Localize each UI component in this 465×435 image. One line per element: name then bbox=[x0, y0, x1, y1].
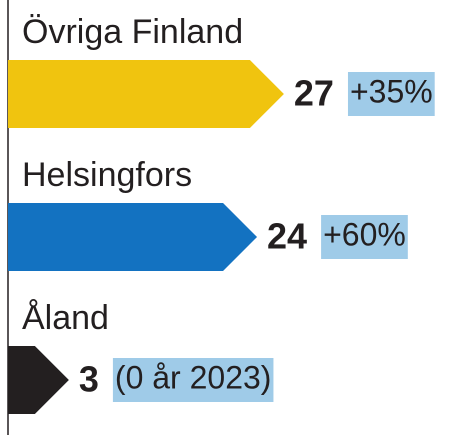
value-label: 24 bbox=[267, 216, 307, 257]
annotation: +35% bbox=[350, 73, 433, 109]
value-label: 27 bbox=[294, 73, 334, 114]
category-label: Åland bbox=[22, 299, 109, 337]
category-label: Övriga Finland bbox=[22, 13, 243, 51]
annotation-bg bbox=[321, 215, 408, 259]
annotation-bg bbox=[347, 72, 435, 116]
annotation-bg bbox=[112, 358, 274, 402]
annotation: +60% bbox=[323, 216, 406, 252]
value-label: 3 bbox=[79, 359, 99, 400]
category-label: Helsingfors bbox=[22, 156, 192, 194]
bar bbox=[8, 60, 284, 128]
bar bbox=[8, 203, 258, 271]
bar bbox=[8, 346, 69, 414]
annotation: (0 år 2023) bbox=[115, 359, 272, 395]
